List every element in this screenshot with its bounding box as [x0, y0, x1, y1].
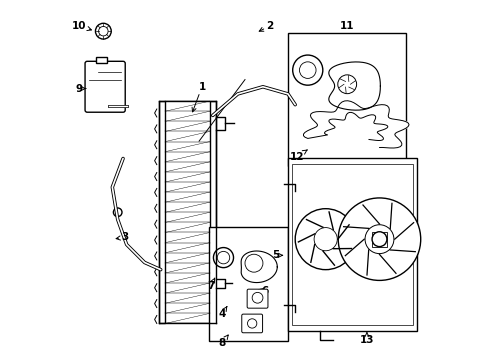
Bar [288, 33, 406, 166]
Bar [96, 57, 107, 63]
Circle shape [214, 248, 234, 267]
Circle shape [338, 75, 357, 94]
Circle shape [319, 233, 332, 246]
Circle shape [314, 228, 337, 251]
FancyBboxPatch shape [247, 289, 268, 308]
Bar [293, 164, 413, 325]
Circle shape [338, 198, 421, 280]
Bar [210, 101, 216, 323]
Text: 5: 5 [272, 250, 282, 260]
Text: 8: 8 [218, 335, 228, 348]
Circle shape [252, 292, 263, 303]
Text: 2: 2 [259, 21, 274, 31]
Circle shape [247, 319, 257, 328]
Bar [372, 232, 387, 247]
FancyBboxPatch shape [85, 61, 125, 112]
Circle shape [295, 209, 356, 270]
Circle shape [98, 26, 108, 36]
Bar [209, 226, 288, 341]
Text: 1: 1 [192, 82, 206, 112]
Circle shape [96, 23, 111, 39]
Circle shape [372, 232, 387, 247]
Text: 6: 6 [258, 286, 269, 296]
Circle shape [113, 208, 122, 217]
Circle shape [299, 62, 316, 78]
Text: 12: 12 [290, 150, 307, 162]
Circle shape [293, 55, 323, 85]
Text: 9: 9 [76, 84, 86, 94]
Circle shape [365, 225, 394, 253]
Text: 4: 4 [218, 307, 227, 319]
Polygon shape [241, 251, 277, 283]
Text: 11: 11 [340, 21, 354, 31]
Circle shape [217, 251, 230, 264]
Bar [159, 101, 166, 323]
Text: 13: 13 [360, 332, 374, 345]
Bar [288, 158, 417, 330]
Circle shape [245, 254, 263, 272]
FancyBboxPatch shape [242, 314, 263, 333]
Polygon shape [303, 101, 409, 148]
Text: 10: 10 [72, 21, 92, 31]
Text: 3: 3 [116, 232, 128, 242]
Text: 7: 7 [207, 278, 215, 291]
